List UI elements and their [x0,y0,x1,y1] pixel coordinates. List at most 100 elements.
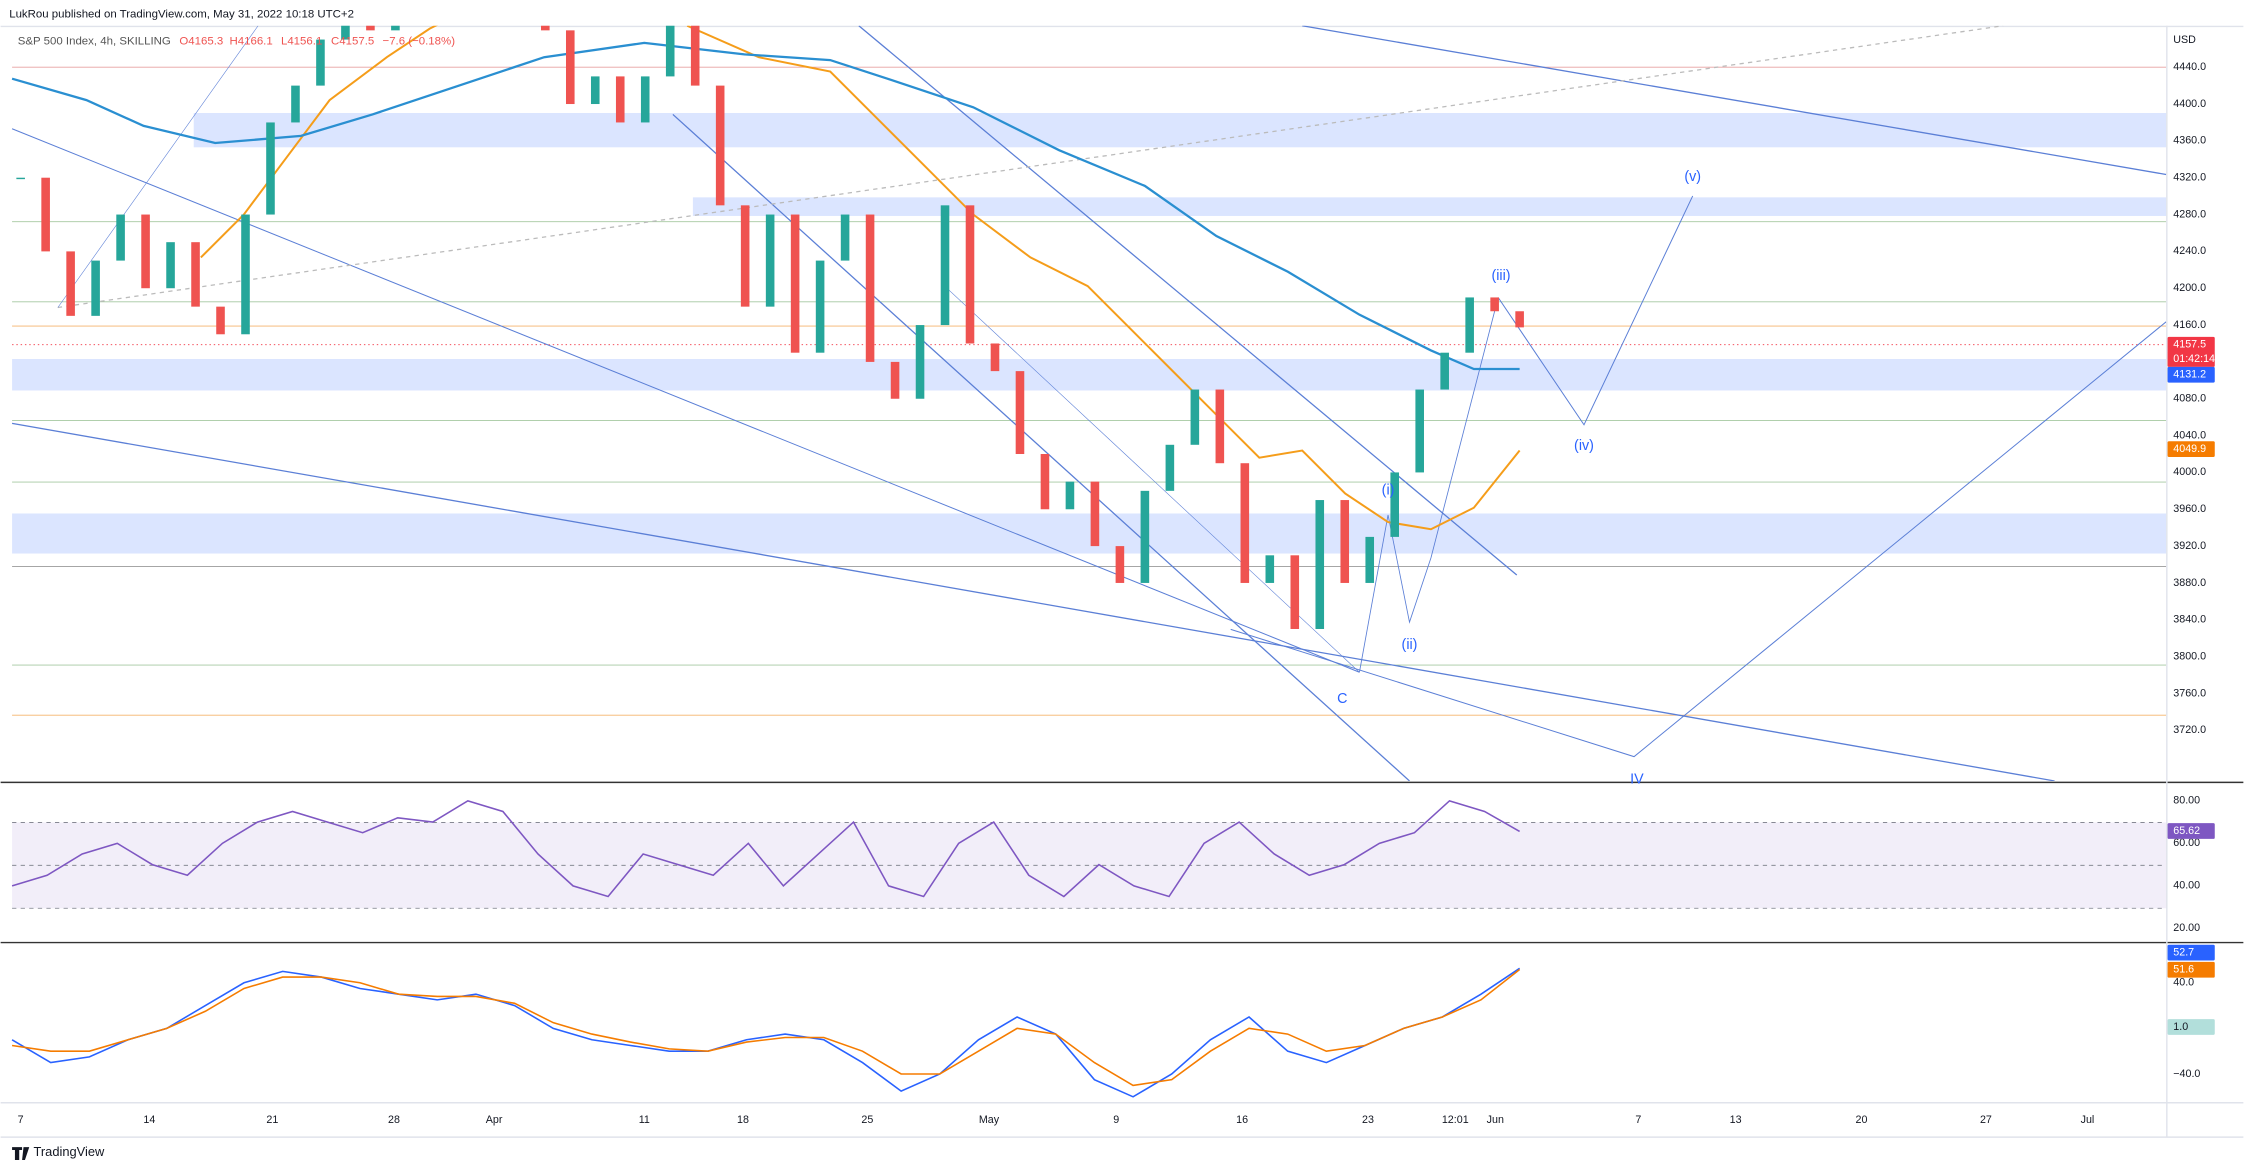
candle [1415,389,1424,473]
candle [665,25,675,77]
trendline [944,285,1360,673]
x-tick-label: May [979,1114,1000,1126]
y-tick-label: 4160.0 [2173,319,2206,331]
y-tick-label: 3960.0 [2173,503,2206,515]
candle [1390,472,1400,537]
y-tick-label: 3800.0 [2173,650,2206,662]
candle [715,85,725,206]
price-badge [2167,961,2215,978]
x-tick-label: 7 [1635,1114,1641,1126]
candle [890,361,900,399]
x-tick-label: 12:01 [1442,1114,1469,1126]
candle [216,306,225,335]
candle [790,214,800,353]
candle [1015,371,1025,455]
x-tick-label: 11 [639,1114,650,1126]
candle [1490,297,1499,312]
x-tick-label: 27 [1980,1114,1992,1126]
publisher: LukRou published on TradingView.com, May… [9,8,354,20]
price-badge [2167,366,2215,383]
y-tick-label: 20.00 [2173,922,2200,934]
price-badge [2167,823,2215,839]
wave-label: (i) [1382,482,1395,498]
candle [141,214,150,289]
candle [815,260,825,353]
candle [341,25,350,40]
x-tick-label: 28 [388,1114,400,1126]
price-badge [2167,336,2215,353]
candle [1165,444,1175,491]
x-tick-label: 18 [737,1114,749,1126]
candle [291,85,300,123]
y-tick-label: 4280.0 [2173,208,2206,220]
y-tick-label: −40.0 [2173,1068,2200,1080]
y-tick-label: 4200.0 [2173,282,2206,294]
candle [191,242,200,307]
candle [1240,463,1250,583]
rsi-line [11,799,1521,898]
x-tick-label: 9 [1113,1114,1119,1126]
x-tick-label: 25 [861,1114,873,1126]
ohlc: −7.6 (−0.18%) [383,35,456,47]
trendline [1302,25,2167,176]
y-tick-label: 4240.0 [2173,245,2206,257]
x-tick-label: 23 [1362,1114,1374,1126]
y-tick-label: 4000.0 [2173,466,2206,478]
trendline [57,25,259,308]
price-badge-text: 65.62 [2173,825,2200,837]
x-tick-label: Jun [1487,1114,1504,1126]
price-badge [2167,441,2215,457]
candle [740,205,750,307]
candle [1265,555,1275,583]
candle [1340,500,1350,583]
price-badge-text: 4131.2 [2173,369,2206,381]
price-badge-text: 01:42:14 [2173,353,2215,365]
wave-label: (v) [1684,169,1701,185]
x-tick-label: 14 [143,1114,155,1126]
trendline [57,25,2004,309]
candle [391,25,400,31]
candle [66,251,75,316]
ohlc: C4157.5 [331,35,374,47]
candle [640,76,650,123]
y-tick-label: 3920.0 [2173,540,2206,552]
moving-average [11,41,1520,371]
y-tick-label: 3760.0 [2173,687,2206,699]
candle [316,39,325,86]
candle [915,325,925,399]
candle [590,76,600,105]
projection [1497,195,1694,426]
y-tick-label: 40.0 [2173,977,2194,989]
candle [366,25,375,31]
symbol: S&P 500 Index, 4h, SKILLING [18,35,171,47]
x-tick-label: 16 [1236,1114,1248,1126]
macd-line [11,968,1521,1087]
y-tick-label: 4080.0 [2173,393,2206,405]
candle [940,205,950,326]
trendline [11,422,2055,781]
ohlc: L4156.1 [281,35,322,47]
price-badge-text: 1.0 [2173,1021,2188,1033]
y-tick-label: 40.00 [2173,880,2200,892]
y-tick-label: 4440.0 [2173,61,2206,73]
y-tick-label: 3880.0 [2173,577,2206,589]
candle [116,214,125,261]
drawings [11,25,2167,781]
candle [690,25,700,86]
candle [1215,389,1225,464]
candle [765,214,775,307]
wave-label: C [1337,691,1347,707]
ohlc: O4165.3 [179,35,223,47]
y-tick-label: 4320.0 [2173,172,2206,184]
projection [1359,297,1499,673]
x-tick-label: 13 [1730,1114,1742,1126]
x-tick-label: 20 [1856,1114,1868,1126]
zone [12,359,2167,391]
candle [1090,481,1100,547]
price-badge-text: 4049.9 [2173,443,2206,455]
candle [41,177,50,252]
candle [166,242,175,289]
price-badge-text: 51.6 [2173,964,2194,976]
price-badge-text: 4157.5 [2173,339,2206,351]
